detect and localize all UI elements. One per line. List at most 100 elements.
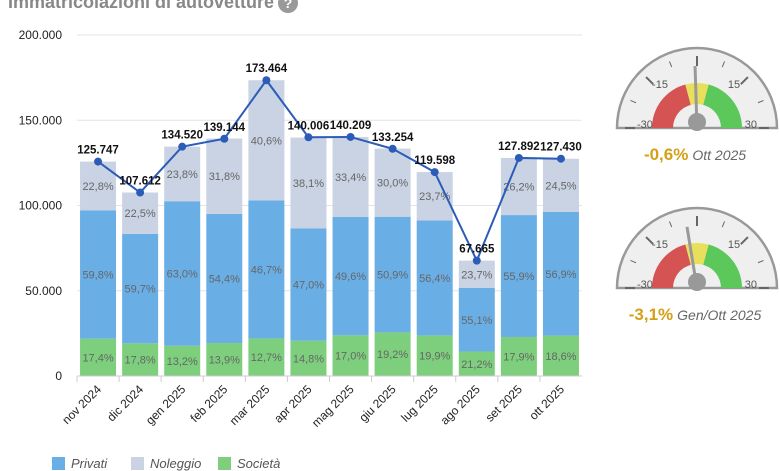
x-tick-label: mag 2025 <box>309 382 357 430</box>
gauge-green-zone <box>703 84 742 128</box>
bar-societ <box>206 343 243 376</box>
y-tick-label: 150.000 <box>19 113 63 127</box>
gauge-max-label: 30 <box>745 119 757 131</box>
gauge-min-label: -30 <box>637 279 653 291</box>
legend-item-privati[interactable]: Privati <box>52 456 107 471</box>
bar-data-label: 21,2% <box>461 359 492 371</box>
bar-noleggio <box>248 80 285 201</box>
gauge-tick <box>757 259 764 264</box>
bar-data-label: 14,8% <box>293 353 324 365</box>
gauge-red-zone <box>652 84 691 128</box>
gauge-tick <box>630 99 637 104</box>
gauge-hub <box>688 273 706 291</box>
bar-noleggio <box>122 192 159 234</box>
total-label: 67.665 <box>459 244 495 256</box>
bar-chart: 0 50.000 100.000 150.000 200.000 17,4% 59,8% 22… <box>19 28 582 430</box>
x-tick-label: giu 2025 <box>356 382 399 425</box>
total-label: 140.006 <box>288 120 330 132</box>
bar-privati <box>206 213 243 344</box>
bar-data-label: 17,0% <box>335 351 366 363</box>
gauge-min-label: -30 <box>637 119 653 131</box>
bar-data-label: 59,8% <box>82 270 113 282</box>
bar-data-label: 19,9% <box>419 351 450 363</box>
bar-data-label: 13,9% <box>209 355 240 367</box>
y-tick-label: 100.000 <box>19 199 63 213</box>
gauge-green-zone <box>703 244 742 288</box>
bar-privati <box>458 287 495 352</box>
bar-data-label: 55,1% <box>461 315 492 327</box>
total-point <box>514 153 523 162</box>
total-point <box>220 134 229 143</box>
bar-noleggio <box>206 138 243 214</box>
bar-data-label: 55,9% <box>503 271 534 283</box>
bar-data-label: 63,0% <box>167 268 198 280</box>
bar-societ <box>80 338 117 376</box>
bar-privati <box>500 215 537 337</box>
bar-noleggio <box>332 136 369 217</box>
bar-privati <box>542 211 579 336</box>
total-label: 134.520 <box>161 130 203 142</box>
legend-item-societa[interactable]: Società <box>218 456 280 471</box>
total-point <box>556 154 565 163</box>
y-tick-label: 50.000 <box>25 284 62 298</box>
bar-data-label: 17,9% <box>503 351 534 363</box>
bar-societ <box>542 335 579 376</box>
bar-data-label: 33,4% <box>335 172 366 184</box>
gauge-month-value: -0,6% Ott 2025 <box>643 145 747 164</box>
bar-data-label: 13,2% <box>167 356 198 368</box>
total-line <box>97 78 561 264</box>
bar-data-label: 50,9% <box>377 270 408 282</box>
total-label: 119.598 <box>414 155 456 167</box>
total-label: 127.892 <box>498 141 540 153</box>
bar-societ <box>458 351 495 376</box>
gauge-label: -15 <box>652 79 668 91</box>
x-tick-label: nov 2024 <box>59 382 104 427</box>
total-point <box>178 142 187 151</box>
bar-data-label: 24,5% <box>545 180 576 192</box>
bar-noleggio <box>542 158 579 212</box>
bar-noleggio <box>164 146 201 202</box>
gauge-tick <box>645 236 654 245</box>
bar-societ <box>164 345 201 376</box>
gauge-tick <box>721 221 726 228</box>
bar-privati <box>80 210 117 339</box>
total-point <box>94 157 103 166</box>
bar-noleggio <box>374 148 411 217</box>
gauge-label: -15 <box>652 239 668 251</box>
bar-societ <box>374 332 411 376</box>
bar-data-label: 30,0% <box>377 178 408 190</box>
bar-data-label: 17,4% <box>82 352 113 364</box>
bar-societ <box>416 335 453 376</box>
question-icon[interactable]: ? <box>278 0 299 14</box>
gauge-tick <box>645 76 654 85</box>
bar-data-label: 40,6% <box>251 135 282 147</box>
gauge-tick <box>668 221 673 228</box>
x-tick-label: set 2025 <box>483 382 526 425</box>
bar-privati <box>416 220 453 336</box>
bar-data-label: 23,8% <box>167 169 198 181</box>
bar-data-label: 56,4% <box>419 273 450 285</box>
bar-data-label: 23,7% <box>419 191 450 203</box>
gauge-month: -30 30 -15 15 <box>615 46 779 131</box>
bar-data-label: 31,8% <box>209 171 240 183</box>
x-tick-label: gen 2025 <box>143 382 189 428</box>
total-label: 139.144 <box>204 122 246 134</box>
x-tick-label: lug 2025 <box>398 382 441 425</box>
bar-societ <box>248 338 285 376</box>
x-tick-label: apr 2025 <box>271 382 315 426</box>
bar-data-label: 49,6% <box>335 271 366 283</box>
bar-data-label: 22,8% <box>82 181 113 193</box>
total-point <box>472 256 481 265</box>
total-label: 173.464 <box>246 63 288 75</box>
total-label: 140.209 <box>330 120 372 132</box>
gauge-tick <box>740 236 749 245</box>
gauge-label: 15 <box>728 239 740 251</box>
bar-noleggio <box>458 260 495 288</box>
bar-data-label: 46,7% <box>251 264 282 276</box>
legend-swatch <box>131 457 144 470</box>
x-tick-label: dic 2024 <box>104 382 146 424</box>
total-label: 107.612 <box>119 176 161 188</box>
legend-item-noleggio[interactable]: Noleggio <box>131 456 201 471</box>
bar-societ <box>290 340 327 376</box>
total-label: 133.254 <box>372 132 414 144</box>
